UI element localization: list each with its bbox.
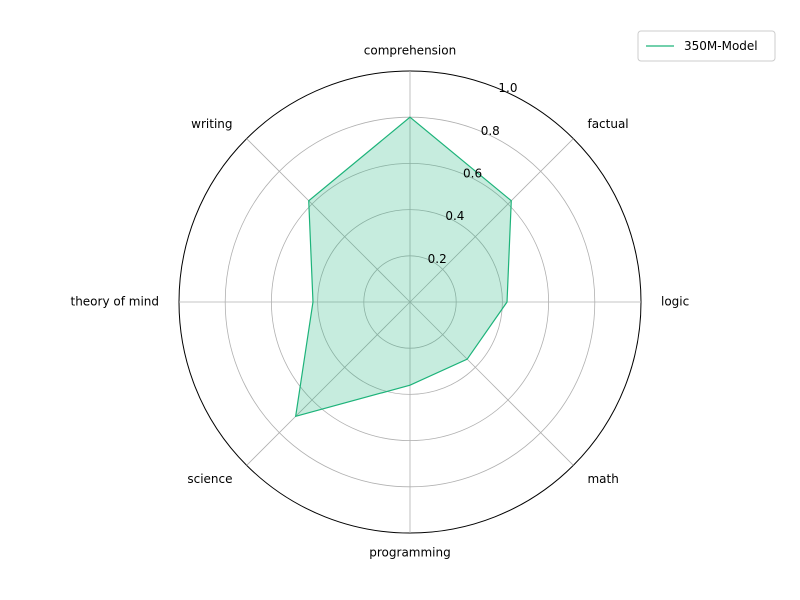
series-line <box>294 116 512 418</box>
series-layer <box>294 116 512 418</box>
series-area <box>295 117 512 417</box>
axis-label-programming: programming <box>369 546 450 560</box>
axis-label-theory-of-mind: theory of mind <box>70 295 159 309</box>
axis-label-writing: writing <box>191 117 232 131</box>
axis-label-logic: logic <box>661 295 689 309</box>
radial-tick-label: 0.6 <box>463 166 482 180</box>
radial-tick-label: 0.4 <box>445 209 464 223</box>
radial-tick-label: 1.0 <box>498 81 517 95</box>
legend-box <box>637 30 776 62</box>
radial-spoke <box>409 301 574 466</box>
legend: 350M-Model <box>637 30 776 62</box>
radial-tick-label: 0.8 <box>481 124 500 138</box>
radial-spoke <box>409 138 574 303</box>
radial-spoke <box>246 301 411 466</box>
axis-label-science: science <box>187 472 232 486</box>
axis-label-math: math <box>587 472 618 486</box>
axis-label-comprehension: comprehension <box>364 44 456 58</box>
radial-spoke <box>246 138 411 303</box>
legend-label: 350M-Model <box>684 39 758 53</box>
axis-label-factual: factual <box>587 117 628 131</box>
label-layer: comprehension factual logic math programming… <box>70 44 689 560</box>
grid-layer <box>178 70 642 534</box>
radial-tick-label: 0.2 <box>428 252 447 266</box>
